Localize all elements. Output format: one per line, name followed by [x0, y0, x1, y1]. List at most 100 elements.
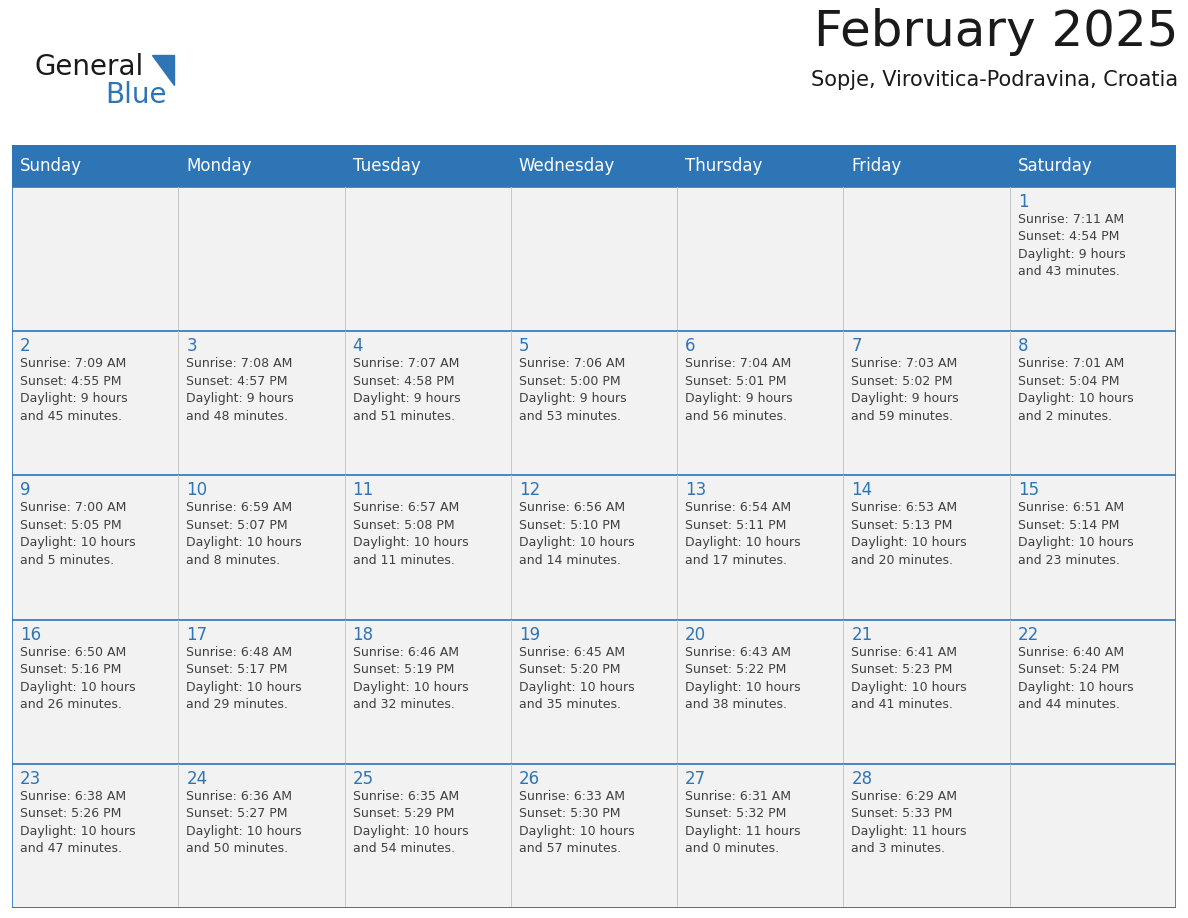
Text: Sunrise: 6:45 AM
Sunset: 5:20 PM
Daylight: 10 hours
and 35 minutes.: Sunrise: 6:45 AM Sunset: 5:20 PM Dayligh… — [519, 645, 634, 711]
Bar — [677, 187, 843, 331]
Text: Sunrise: 6:38 AM
Sunset: 5:26 PM
Daylight: 10 hours
and 47 minutes.: Sunrise: 6:38 AM Sunset: 5:26 PM Dayligh… — [20, 789, 135, 856]
Bar — [843, 620, 1010, 764]
Text: Sunrise: 6:57 AM
Sunset: 5:08 PM
Daylight: 10 hours
and 11 minutes.: Sunrise: 6:57 AM Sunset: 5:08 PM Dayligh… — [353, 501, 468, 567]
Bar — [178, 764, 345, 908]
Bar — [12, 187, 178, 331]
Text: Sunrise: 6:53 AM
Sunset: 5:13 PM
Daylight: 10 hours
and 20 minutes.: Sunrise: 6:53 AM Sunset: 5:13 PM Dayligh… — [852, 501, 967, 567]
Bar — [345, 331, 511, 476]
Text: 22: 22 — [1018, 625, 1040, 644]
Text: 23: 23 — [20, 770, 42, 788]
Bar — [345, 187, 511, 331]
Text: Sunrise: 6:50 AM
Sunset: 5:16 PM
Daylight: 10 hours
and 26 minutes.: Sunrise: 6:50 AM Sunset: 5:16 PM Dayligh… — [20, 645, 135, 711]
Text: 3: 3 — [187, 337, 197, 355]
Text: 19: 19 — [519, 625, 541, 644]
Text: Thursday: Thursday — [685, 157, 763, 175]
Text: 16: 16 — [20, 625, 42, 644]
Text: Sopje, Virovitica-Podravina, Croatia: Sopje, Virovitica-Podravina, Croatia — [811, 70, 1178, 90]
Text: 6: 6 — [685, 337, 696, 355]
Bar — [843, 331, 1010, 476]
Text: Sunrise: 6:33 AM
Sunset: 5:30 PM
Daylight: 10 hours
and 57 minutes.: Sunrise: 6:33 AM Sunset: 5:30 PM Dayligh… — [519, 789, 634, 856]
Bar — [12, 764, 178, 908]
Text: 15: 15 — [1018, 481, 1038, 499]
Text: 5: 5 — [519, 337, 530, 355]
Bar — [345, 764, 511, 908]
Text: Sunrise: 7:01 AM
Sunset: 5:04 PM
Daylight: 10 hours
and 2 minutes.: Sunrise: 7:01 AM Sunset: 5:04 PM Dayligh… — [1018, 357, 1133, 422]
Bar — [677, 764, 843, 908]
Bar — [178, 620, 345, 764]
Bar — [511, 476, 677, 620]
Bar — [12, 476, 178, 620]
Text: Sunrise: 6:56 AM
Sunset: 5:10 PM
Daylight: 10 hours
and 14 minutes.: Sunrise: 6:56 AM Sunset: 5:10 PM Dayligh… — [519, 501, 634, 567]
Text: 28: 28 — [852, 770, 872, 788]
Text: Sunrise: 6:43 AM
Sunset: 5:22 PM
Daylight: 10 hours
and 38 minutes.: Sunrise: 6:43 AM Sunset: 5:22 PM Dayligh… — [685, 645, 801, 711]
Text: Sunrise: 6:54 AM
Sunset: 5:11 PM
Daylight: 10 hours
and 17 minutes.: Sunrise: 6:54 AM Sunset: 5:11 PM Dayligh… — [685, 501, 801, 567]
Bar — [677, 620, 843, 764]
Text: 21: 21 — [852, 625, 873, 644]
Text: Sunrise: 6:48 AM
Sunset: 5:17 PM
Daylight: 10 hours
and 29 minutes.: Sunrise: 6:48 AM Sunset: 5:17 PM Dayligh… — [187, 645, 302, 711]
Bar — [677, 476, 843, 620]
Text: 8: 8 — [1018, 337, 1029, 355]
Text: Sunrise: 6:41 AM
Sunset: 5:23 PM
Daylight: 10 hours
and 41 minutes.: Sunrise: 6:41 AM Sunset: 5:23 PM Dayligh… — [852, 645, 967, 711]
Text: Sunrise: 7:07 AM
Sunset: 4:58 PM
Daylight: 9 hours
and 51 minutes.: Sunrise: 7:07 AM Sunset: 4:58 PM Dayligh… — [353, 357, 460, 422]
Text: Monday: Monday — [187, 157, 252, 175]
Text: Sunrise: 7:04 AM
Sunset: 5:01 PM
Daylight: 9 hours
and 56 minutes.: Sunrise: 7:04 AM Sunset: 5:01 PM Dayligh… — [685, 357, 792, 422]
Text: General: General — [34, 53, 144, 81]
Text: Sunrise: 6:31 AM
Sunset: 5:32 PM
Daylight: 11 hours
and 0 minutes.: Sunrise: 6:31 AM Sunset: 5:32 PM Dayligh… — [685, 789, 801, 856]
Bar — [843, 187, 1010, 331]
Text: 13: 13 — [685, 481, 707, 499]
Bar — [12, 331, 178, 476]
Text: Sunrise: 6:29 AM
Sunset: 5:33 PM
Daylight: 11 hours
and 3 minutes.: Sunrise: 6:29 AM Sunset: 5:33 PM Dayligh… — [852, 789, 967, 856]
Bar — [1010, 620, 1176, 764]
Text: February 2025: February 2025 — [814, 8, 1178, 56]
Text: 11: 11 — [353, 481, 374, 499]
Text: Sunrise: 6:36 AM
Sunset: 5:27 PM
Daylight: 10 hours
and 50 minutes.: Sunrise: 6:36 AM Sunset: 5:27 PM Dayligh… — [187, 789, 302, 856]
Text: Sunrise: 7:00 AM
Sunset: 5:05 PM
Daylight: 10 hours
and 5 minutes.: Sunrise: 7:00 AM Sunset: 5:05 PM Dayligh… — [20, 501, 135, 567]
Text: Wednesday: Wednesday — [519, 157, 615, 175]
Text: 25: 25 — [353, 770, 374, 788]
Bar — [1010, 331, 1176, 476]
Text: Sunrise: 7:08 AM
Sunset: 4:57 PM
Daylight: 9 hours
and 48 minutes.: Sunrise: 7:08 AM Sunset: 4:57 PM Dayligh… — [187, 357, 293, 422]
Text: 17: 17 — [187, 625, 208, 644]
Text: 9: 9 — [20, 481, 31, 499]
Bar — [12, 620, 178, 764]
Text: Sunrise: 7:11 AM
Sunset: 4:54 PM
Daylight: 9 hours
and 43 minutes.: Sunrise: 7:11 AM Sunset: 4:54 PM Dayligh… — [1018, 213, 1125, 278]
Polygon shape — [152, 55, 175, 85]
Bar — [178, 187, 345, 331]
Bar — [178, 331, 345, 476]
Bar — [1010, 187, 1176, 331]
Bar — [511, 620, 677, 764]
Text: 14: 14 — [852, 481, 872, 499]
Bar — [345, 476, 511, 620]
Bar — [511, 331, 677, 476]
Text: 27: 27 — [685, 770, 707, 788]
Text: Sunrise: 7:09 AM
Sunset: 4:55 PM
Daylight: 9 hours
and 45 minutes.: Sunrise: 7:09 AM Sunset: 4:55 PM Dayligh… — [20, 357, 127, 422]
Text: Sunrise: 6:40 AM
Sunset: 5:24 PM
Daylight: 10 hours
and 44 minutes.: Sunrise: 6:40 AM Sunset: 5:24 PM Dayligh… — [1018, 645, 1133, 711]
Bar — [1010, 476, 1176, 620]
Bar — [677, 331, 843, 476]
Text: 18: 18 — [353, 625, 374, 644]
Bar — [511, 764, 677, 908]
Text: 7: 7 — [852, 337, 862, 355]
Bar — [511, 187, 677, 331]
Text: 12: 12 — [519, 481, 541, 499]
Bar — [843, 476, 1010, 620]
Bar — [1010, 764, 1176, 908]
Text: Friday: Friday — [852, 157, 902, 175]
Text: Saturday: Saturday — [1018, 157, 1093, 175]
Text: 2: 2 — [20, 337, 31, 355]
Text: Sunday: Sunday — [20, 157, 82, 175]
Text: Sunrise: 6:51 AM
Sunset: 5:14 PM
Daylight: 10 hours
and 23 minutes.: Sunrise: 6:51 AM Sunset: 5:14 PM Dayligh… — [1018, 501, 1133, 567]
Text: Blue: Blue — [105, 81, 166, 109]
Text: 4: 4 — [353, 337, 364, 355]
Text: 24: 24 — [187, 770, 208, 788]
Text: 10: 10 — [187, 481, 208, 499]
Bar — [12, 145, 1176, 187]
Bar — [843, 764, 1010, 908]
Bar — [178, 476, 345, 620]
Text: 20: 20 — [685, 625, 707, 644]
Text: Tuesday: Tuesday — [353, 157, 421, 175]
Text: 26: 26 — [519, 770, 541, 788]
Text: Sunrise: 6:35 AM
Sunset: 5:29 PM
Daylight: 10 hours
and 54 minutes.: Sunrise: 6:35 AM Sunset: 5:29 PM Dayligh… — [353, 789, 468, 856]
Bar — [345, 620, 511, 764]
Text: Sunrise: 6:59 AM
Sunset: 5:07 PM
Daylight: 10 hours
and 8 minutes.: Sunrise: 6:59 AM Sunset: 5:07 PM Dayligh… — [187, 501, 302, 567]
